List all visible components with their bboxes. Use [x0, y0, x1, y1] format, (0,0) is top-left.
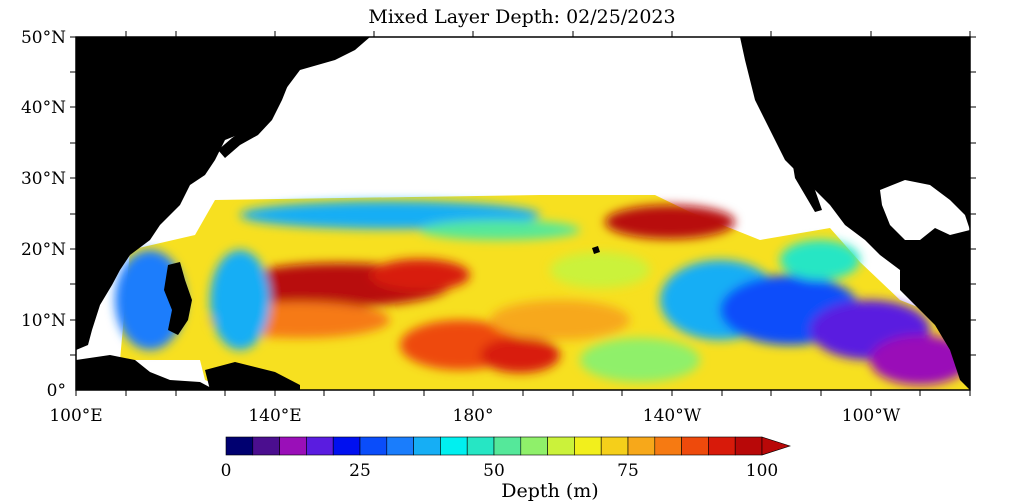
borneo-indonesia	[76, 355, 215, 390]
colorbar-segment	[466, 436, 495, 456]
lon-label-180: 180°	[453, 406, 494, 426]
colorbar-label: Depth (m)	[501, 480, 598, 502]
mld-data-field	[115, 195, 970, 390]
colorbar-segment	[252, 436, 280, 456]
north-edge-green	[420, 220, 580, 240]
colorbar-segment	[574, 436, 602, 456]
central-america	[900, 270, 970, 390]
map-plot-area	[76, 37, 970, 390]
colorbar-segment	[440, 436, 468, 456]
latitude-labels: 50°N 40°N 30°N 20°N 10°N 0°	[21, 28, 66, 401]
central-yellow	[550, 252, 650, 288]
colorbar-segment	[600, 436, 629, 456]
north-america	[740, 37, 970, 330]
baja-california	[792, 160, 822, 212]
colorbar-segment	[627, 436, 656, 456]
colorbar-segment	[332, 436, 361, 456]
lat-label-30n: 30°N	[21, 169, 66, 189]
lat-label-10n: 10°N	[21, 311, 66, 331]
colorbar-segment	[386, 436, 414, 456]
colorbar-tick-100: 100	[746, 461, 778, 481]
philippines	[164, 262, 192, 335]
colorbar-segment	[681, 436, 709, 456]
colorbar-segment	[493, 436, 522, 456]
map-title: Mixed Layer Depth: 02/25/2023	[368, 6, 675, 28]
orange-band-2	[490, 300, 630, 340]
asia-landmass	[76, 37, 370, 350]
japan-islands	[218, 58, 292, 158]
colorbar-tick-50: 50	[483, 461, 505, 481]
colorbar-tick-25: 25	[349, 461, 371, 481]
white-land-gaps	[880, 180, 970, 240]
lat-label-0: 0°	[47, 381, 66, 401]
colorbar-segment	[359, 436, 388, 456]
hawaii	[592, 246, 600, 254]
lat-label-50n: 50°N	[21, 28, 66, 48]
colorbar-tick-0: 0	[221, 461, 232, 481]
axis-ticks	[70, 31, 976, 396]
colorbar-segment	[654, 436, 682, 456]
colorbar-tick-75: 75	[617, 461, 639, 481]
lon-label-140w: 140°W	[643, 406, 702, 426]
lon-label-100w: 100°W	[842, 406, 901, 426]
central-green	[580, 338, 700, 382]
colorbar-segment	[279, 436, 307, 456]
colorbar-tick-labels: 0 25 50 75 100	[221, 461, 779, 481]
colorbar	[225, 436, 791, 456]
east-purple	[870, 335, 970, 385]
east-cyan-north	[780, 240, 860, 280]
philippine-sea-cyan	[210, 250, 270, 350]
colorbar-segment	[306, 436, 334, 456]
lon-label-140e: 140°E	[248, 406, 301, 426]
land-masses	[76, 37, 970, 390]
colorbar-segment	[413, 436, 441, 456]
deep-center-north	[370, 259, 470, 291]
lon-label-100e: 100°E	[49, 406, 102, 426]
colorbar-segment	[225, 436, 254, 456]
colorbar-segment	[708, 436, 736, 456]
deep-subtropic-east	[605, 205, 735, 239]
colorbar-segment	[547, 436, 575, 456]
lat-label-40n: 40°N	[21, 98, 66, 118]
new-guinea	[205, 362, 300, 390]
lat-label-20n: 20°N	[21, 240, 66, 260]
colorbar-segment	[734, 436, 763, 456]
deep-equator-center	[480, 337, 560, 373]
ocean-base	[120, 195, 970, 390]
colorbar-overflow-arrow	[761, 436, 791, 456]
longitude-labels: 100°E 140°E 180° 140°W 100°W	[49, 406, 900, 426]
colorbar-segment	[520, 436, 548, 456]
